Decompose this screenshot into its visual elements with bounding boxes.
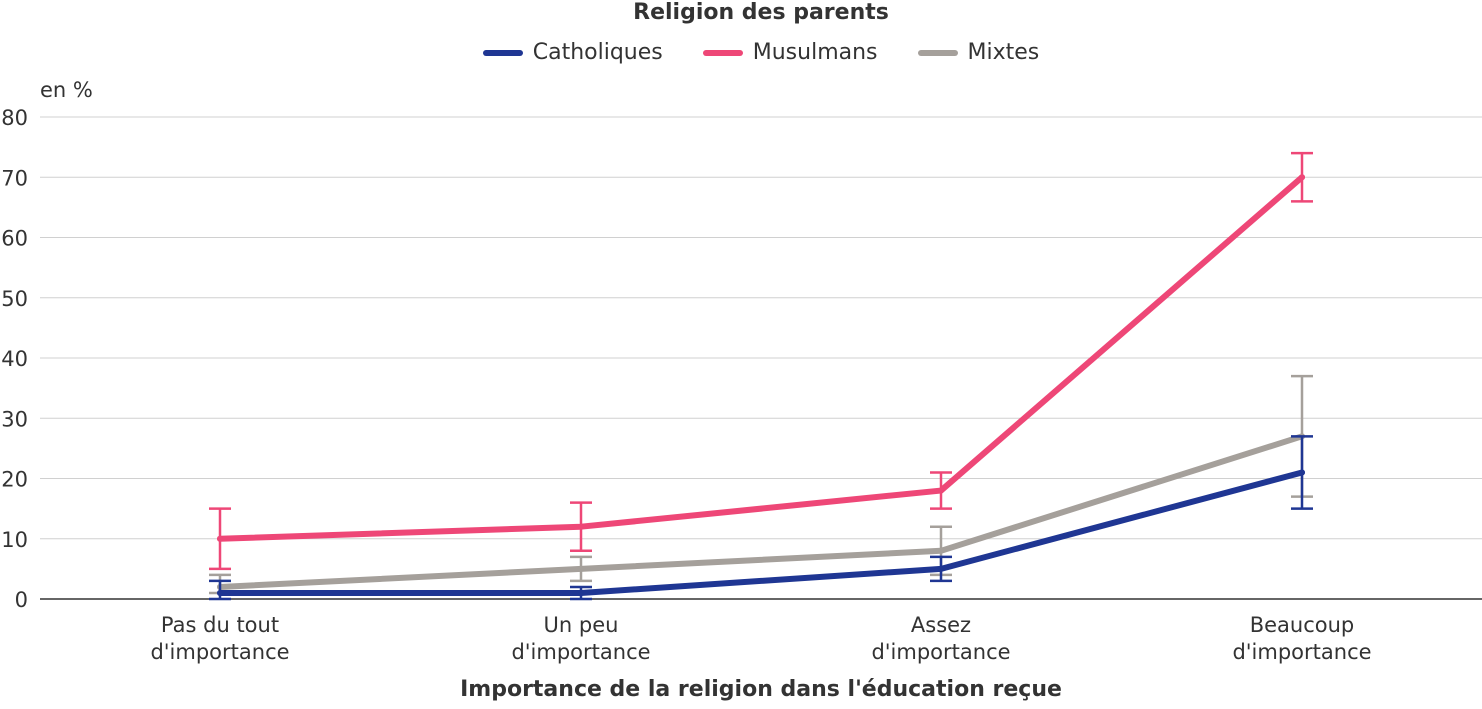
x-tick-label: d'importance — [511, 640, 650, 664]
x-tick-label: Un peu — [544, 613, 619, 637]
y-tick-label: 30 — [1, 407, 28, 431]
y-tick-label: 20 — [1, 468, 28, 492]
y-tick-label: 70 — [1, 166, 28, 190]
data-point-catholiques — [1299, 469, 1305, 476]
data-point-musulmans — [938, 487, 944, 494]
legend-item-mixtes: Mixtes — [917, 40, 1040, 65]
legend-swatch-musulmans — [702, 49, 743, 56]
y-tick-label: 50 — [1, 287, 28, 311]
legend-item-catholiques: Catholiques — [482, 40, 663, 65]
legend-item-musulmans: Musulmans — [702, 40, 878, 65]
y-tick-label: 10 — [1, 528, 28, 552]
x-axis-title: Importance de la religion dans l'éducati… — [460, 677, 1062, 702]
data-point-catholiques — [578, 589, 584, 596]
data-point-catholiques — [938, 565, 944, 572]
x-tick-label: Assez — [911, 613, 971, 637]
data-point-mixtes — [938, 547, 944, 554]
legend-label-mixtes: Mixtes — [967, 40, 1040, 65]
x-tick-label: d'importance — [150, 640, 289, 664]
data-point-mixtes — [578, 565, 584, 572]
legend-title: Religion des parents — [633, 0, 889, 25]
x-tick-label: Pas du tout — [161, 613, 279, 637]
series-line-catholiques — [217, 469, 1305, 596]
x-tick-label: d'importance — [871, 640, 1010, 664]
y-unit-label: en % — [40, 78, 93, 102]
series-line-mixtes — [217, 433, 1305, 590]
data-point-musulmans — [1299, 174, 1305, 181]
legend-label-catholiques: Catholiques — [532, 40, 663, 65]
legend-swatch-mixtes — [917, 49, 958, 56]
x-tick-label: d'importance — [1232, 640, 1371, 664]
data-point-musulmans — [578, 523, 584, 530]
y-tick-label: 80 — [1, 106, 28, 130]
legend-label-musulmans: Musulmans — [752, 40, 878, 65]
data-point-musulmans — [217, 535, 223, 542]
x-tick-label: Beaucoup — [1250, 613, 1355, 637]
data-point-catholiques — [217, 589, 223, 596]
legend-swatch-catholiques — [482, 49, 523, 56]
legend: Catholiques Musulmans Mixtes — [0, 40, 1482, 65]
y-tick-label: 40 — [1, 347, 28, 371]
y-tick-label: 0 — [15, 588, 28, 612]
y-tick-label: 60 — [1, 227, 28, 251]
series-line-musulmans — [217, 174, 1305, 542]
